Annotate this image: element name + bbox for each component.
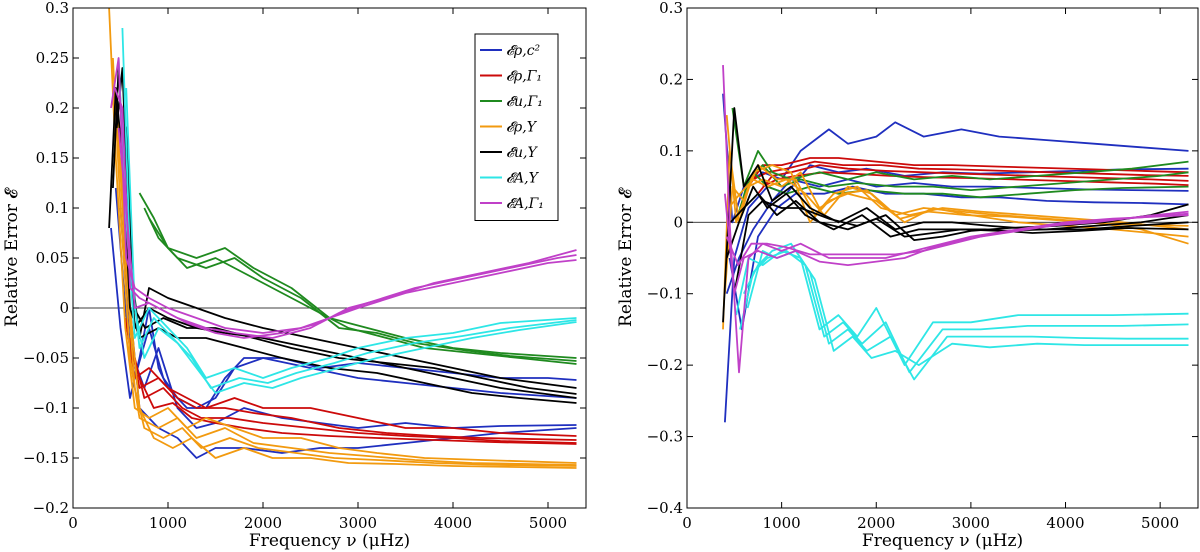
x-tick-label: 5000 xyxy=(529,514,567,532)
y-tick-label: 0 xyxy=(673,213,683,231)
legend-label: 𝓔ρ,Γ₁ xyxy=(506,69,542,85)
y-tick-label: −0.4 xyxy=(647,499,683,517)
y-tick-label: −0.05 xyxy=(23,349,69,367)
x-tick-label: 0 xyxy=(682,514,692,532)
left-chart: 0 1000 2000 3000 4000 5000 −0.2 −0.15 −0.1 −0.05 0… xyxy=(2,0,586,551)
x-tick-label: 0 xyxy=(68,514,78,532)
right-chart: 0 1000 2000 3000 4000 5000 −0.4 −0.3 −0.2 −0.1 0 0.… xyxy=(616,0,1198,551)
y-axis-label: Relative Error 𝓔 xyxy=(616,187,636,327)
x-tick-label: 2000 xyxy=(857,514,895,532)
x-tick-label: 2000 xyxy=(244,514,282,532)
y-tick-label: −0.2 xyxy=(33,499,69,517)
x-axis-label: Frequency ν (μHz) xyxy=(249,531,410,551)
legend-label: 𝓔A,Y xyxy=(506,171,540,187)
x-axis-label: Frequency ν (μHz) xyxy=(862,531,1023,551)
series-0 xyxy=(723,94,1189,423)
y-tick-label: 0.3 xyxy=(45,0,69,17)
y-tick-label: 0.05 xyxy=(36,249,69,267)
y-tick-label: 0.1 xyxy=(659,142,683,160)
y-tick-label: −0.1 xyxy=(647,285,683,303)
y-tick-label: −0.3 xyxy=(647,428,683,446)
x-tick-label: 3000 xyxy=(339,514,377,532)
x-tick-label: 4000 xyxy=(434,514,472,532)
series-line xyxy=(121,208,577,428)
x-tick-label: 1000 xyxy=(763,514,801,532)
legend-label: 𝓔u,Γ₁ xyxy=(506,94,543,110)
series-line xyxy=(744,244,1189,380)
x-tick-label: 1000 xyxy=(149,514,187,532)
y-tick-label: 0.2 xyxy=(659,70,683,88)
plot-frame xyxy=(687,8,1198,508)
legend: 𝓔ρ,c² 𝓔ρ,Γ₁ 𝓔u,Γ₁ 𝓔ρ,Y 𝓔u,Y 𝓔A,Y 𝓔A,Γ₁ xyxy=(475,34,558,221)
figure: 0 1000 2000 3000 4000 5000 −0.2 −0.15 −0.1 −0.05 0… xyxy=(0,0,1200,552)
legend-label: 𝓔ρ,Y xyxy=(506,120,538,136)
y-tick-label: 0.1 xyxy=(45,199,69,217)
y-tick-label: 0 xyxy=(59,299,69,317)
y-axis-label: Relative Error 𝓔 xyxy=(2,187,22,327)
y-tick-label: 0.15 xyxy=(36,149,69,167)
x-tick-label: 5000 xyxy=(1141,514,1179,532)
x-tick-label: 4000 xyxy=(1046,514,1084,532)
legend-label: 𝓔ρ,c² xyxy=(506,43,541,59)
legend-label: 𝓔A,Γ₁ xyxy=(506,196,544,212)
y-tick-label: 0.3 xyxy=(659,0,683,17)
x-tick-label: 3000 xyxy=(952,514,990,532)
series-line xyxy=(111,228,577,408)
series-5 xyxy=(736,244,1188,380)
y-tick-label: −0.15 xyxy=(23,449,69,467)
series-line xyxy=(723,108,1189,322)
y-tick-label: −0.1 xyxy=(33,399,69,417)
series-line xyxy=(149,218,577,364)
series-line xyxy=(736,251,1188,365)
y-tick-label: 0.25 xyxy=(36,49,69,67)
series-4 xyxy=(723,108,1189,322)
y-tick-label: 0.2 xyxy=(45,99,69,117)
legend-label: 𝓔u,Y xyxy=(506,145,538,161)
y-tick-label: −0.2 xyxy=(647,356,683,374)
